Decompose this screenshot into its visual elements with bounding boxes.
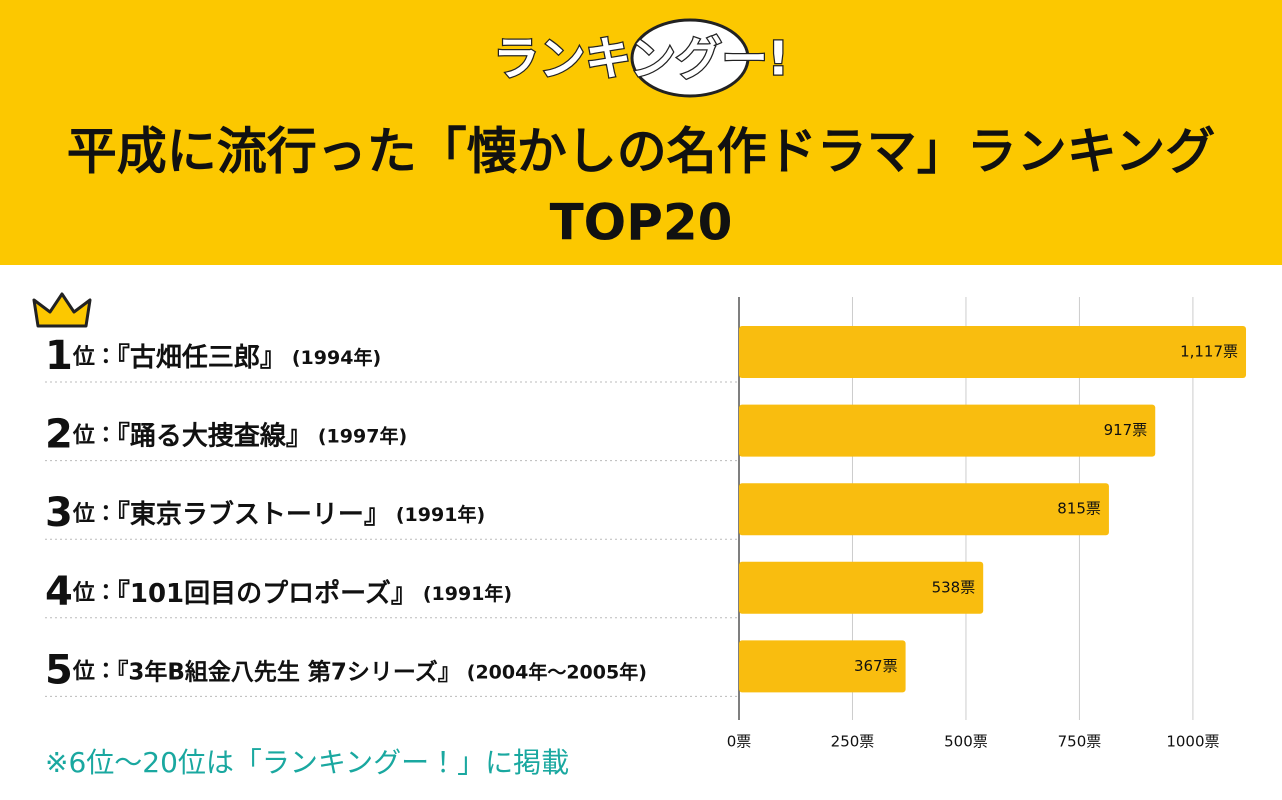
logo: ランキングー! [493,32,789,86]
category-label: 『古畑任三郎』 [117,342,286,373]
x-tick-label: 500票 [944,733,988,751]
row-label: 2位：『踊る大捜査線』 (1997年) [45,412,407,458]
rank-suffix: 位： [72,501,117,527]
value-label: 538票 [932,578,976,596]
rank-suffix: 位： [72,423,117,449]
category-label: 『踊る大捜査線』 [117,420,312,451]
x-tick-label: 750票 [1058,733,1102,751]
bar [739,404,1156,457]
row-label: 5位：『3年B組金八先生 第7シリーズ』 (2004年〜2005年) [45,647,647,693]
bar [739,561,984,614]
crown-icon [32,292,92,328]
year-label: (1994年) [292,346,381,369]
rank-number: 1 [45,333,73,379]
title: 平成に流行った「懐かしの名作ドラマ」ランキング [67,123,1216,181]
rank-number: 3 [45,490,73,536]
bar [739,483,1109,536]
value-label: 917票 [1104,421,1148,439]
rank-number: 4 [45,569,73,615]
row-label: 3位：『東京ラブストーリー』 (1991年) [45,490,485,536]
value-label: 1,117票 [1180,343,1238,361]
row-label: 4位：『101回目のプロポーズ』 (1991年) [45,569,512,615]
rank-suffix: 位： [72,344,117,370]
category-label: 『3年B組金八先生 第7シリーズ』 [117,658,461,685]
row-label: 1位：『古畑任三郎』 (1994年) [45,333,381,379]
rank-suffix: 位： [72,580,117,606]
category-label: 『101回目のプロポーズ』 [117,577,417,608]
footnote: ※6位〜20位は「ランキングー！」に掲載 [45,746,569,779]
year-label: (1997年) [318,424,407,447]
value-label: 815票 [1057,500,1101,518]
bar [739,640,906,693]
x-tick-label: 0票 [727,733,752,751]
category-label: 『東京ラブストーリー』 [117,499,390,530]
rank-number: 2 [45,412,73,458]
logo-bubble [630,18,750,98]
year-label: (1991年) [396,503,485,526]
rank-suffix: 位： [72,658,117,684]
x-tick-label: 1000票 [1166,733,1219,751]
rank-number: 5 [45,647,73,693]
year-label: (2004年〜2005年) [467,660,647,683]
year-label: (1991年) [423,581,512,604]
x-tick-label: 250票 [831,733,875,751]
bar [739,326,1247,378]
subtitle: TOP20 [550,194,733,252]
value-label: 367票 [854,657,898,675]
